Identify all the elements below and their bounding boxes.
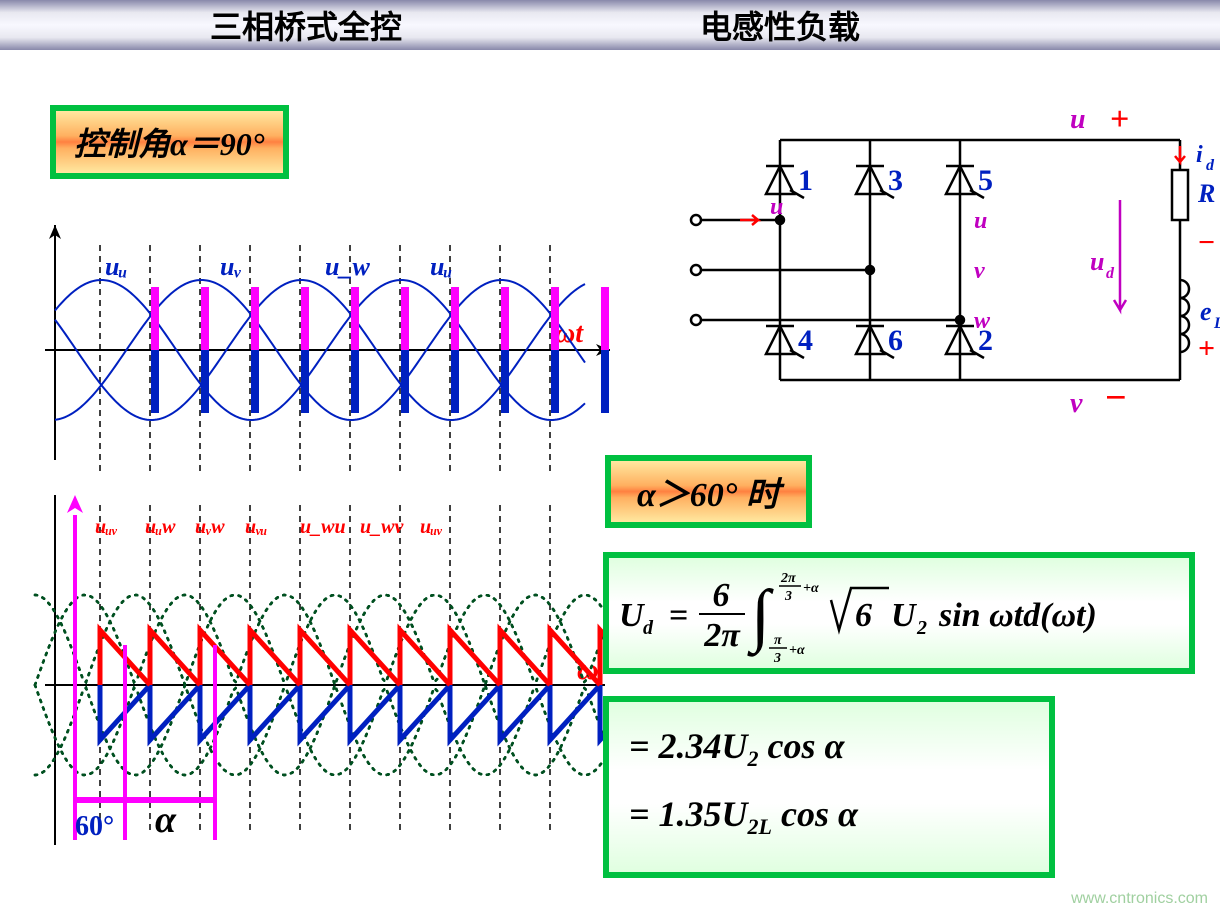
svg-text:i: i [1196,142,1203,168]
svg-text:∫: ∫ [747,577,774,657]
svg-text:uᵤw: uᵤw [145,516,176,538]
svg-text:6: 6 [855,597,872,634]
svg-text:v: v [974,258,985,284]
formula-result-box: = 2.34U2 cos α = 1.35U2L cos α [603,696,1055,878]
svg-text:1: 1 [798,164,813,197]
svg-text:3: 3 [784,589,792,604]
svg-text:e: e [1200,297,1212,326]
svg-text:3: 3 [773,651,781,666]
svg-text:2: 2 [916,617,927,639]
svg-text:3: 3 [888,164,903,197]
formula-integral: Ud = 6 2π ∫ 2π 3 +α π 3 +α 6 U2 sin ωtd(… [609,558,1189,668]
svg-text:2π: 2π [703,617,741,654]
circuit-diagram: 143652uvwuReLidud−+u+v− [0,0,1220,420]
svg-text:U: U [891,597,918,634]
svg-text:6: 6 [888,324,903,357]
svg-text:d: d [643,617,654,639]
svg-text:4: 4 [798,324,813,357]
svg-text:uᵤᵥ: uᵤᵥ [95,516,117,538]
svg-text:+α: +α [789,643,805,658]
svg-text:α: α [155,799,177,841]
svg-text:+: + [1110,101,1129,138]
svg-text:2π: 2π [780,571,796,586]
svg-text:uᵥw: uᵥw [195,516,225,538]
svg-text:+: + [1198,332,1215,365]
formula-results: = 2.34U2 cos α = 1.35U2L cos α [629,712,1029,849]
svg-text:u: u [1070,104,1086,135]
svg-text:u_wv: u_wv [360,516,404,538]
condition-text: α＞60° 时 [637,477,780,514]
svg-text:L: L [1213,315,1220,332]
svg-text:uᵥᵤ: uᵥᵤ [245,516,267,538]
svg-text:u: u [1090,247,1104,276]
svg-text:d: d [1106,265,1115,282]
svg-text:=: = [669,597,688,634]
svg-text:v: v [1070,388,1083,419]
svg-text:5: 5 [978,164,993,197]
svg-text:+α: +α [803,581,819,596]
svg-text:sin ωtd(ωt): sin ωtd(ωt) [938,597,1097,634]
svg-text:d: d [1206,157,1215,174]
svg-text:U: U [619,597,646,634]
svg-text:R: R [1197,179,1215,208]
svg-text:u_wu: u_wu [300,516,346,538]
svg-text:60°: 60° [75,811,114,842]
svg-text:uᵤᵥ: uᵤᵥ [420,516,442,538]
svg-text:6: 6 [713,577,730,614]
svg-text:−: − [1198,226,1215,259]
watermark: www.cntronics.com [1071,890,1208,908]
svg-text:w: w [974,308,991,334]
condition-box: α＞60° 时 [605,455,812,528]
formula-integral-box: Ud = 6 2π ∫ 2π 3 +α π 3 +α 6 U2 sin ωtd(… [603,552,1195,674]
svg-text:π: π [774,633,782,648]
svg-text:−: − [1105,377,1127,419]
svg-text:u: u [974,208,987,234]
svg-text:u: u [770,194,783,220]
